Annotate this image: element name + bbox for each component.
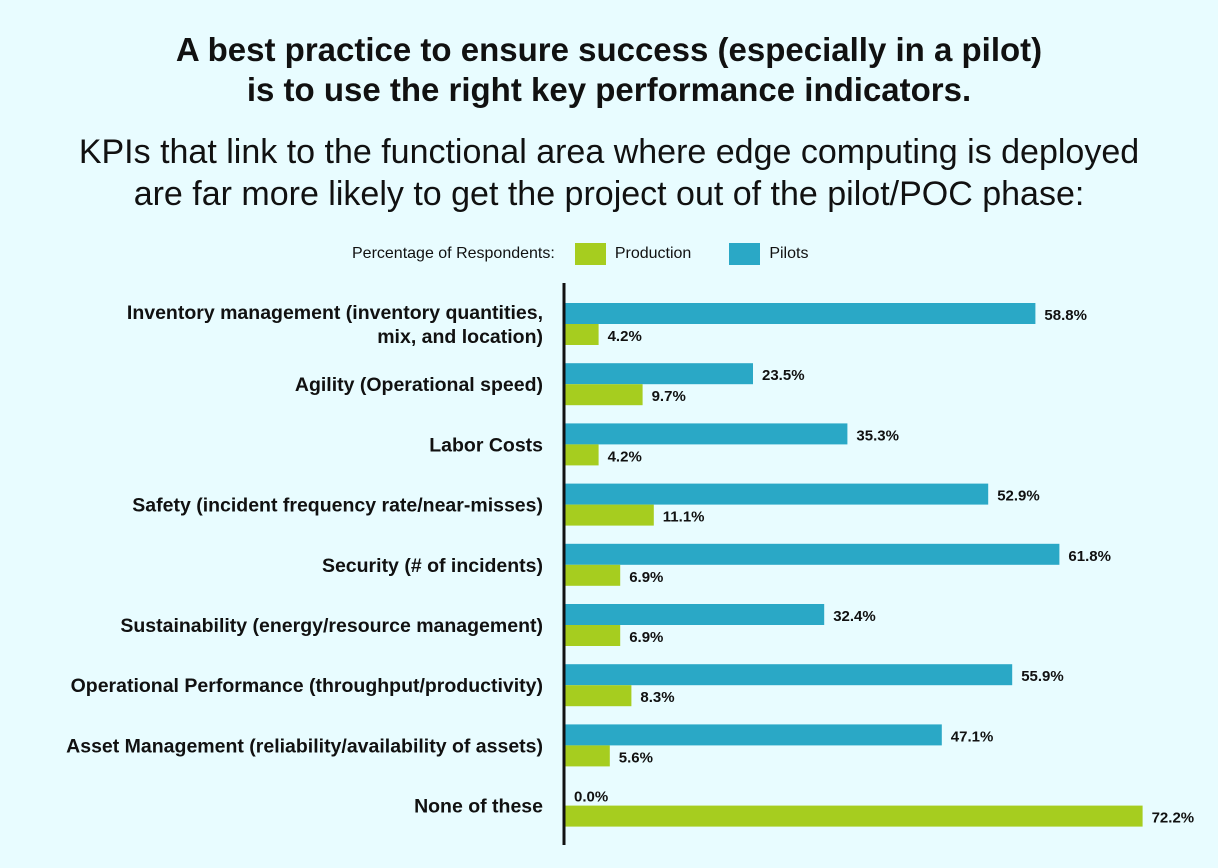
legend-label-production: Production <box>614 245 692 262</box>
subheadline-line-1: KPIs that link to the functional area wh… <box>78 133 1140 171</box>
data-label-production: 5.6% <box>619 749 653 766</box>
data-label-production: 6.9% <box>629 569 663 586</box>
bar-pilots <box>565 604 825 625</box>
data-label-production: 6.9% <box>629 629 663 646</box>
headline-line-1: A best practice to ensure success (espec… <box>175 31 1043 68</box>
bar-production <box>565 504 654 526</box>
category-label: mix, and location) <box>377 326 543 348</box>
legend-item-production: Production <box>574 243 692 265</box>
data-label-pilots: 55.9% <box>1021 668 1064 685</box>
data-label-pilots: 23.5% <box>762 367 805 384</box>
bar-pilots <box>565 423 848 445</box>
headline-line-2: is to use the right key performance indi… <box>246 71 972 108</box>
data-label-production: 8.3% <box>640 689 674 706</box>
data-label-production: 4.2% <box>608 448 642 465</box>
chart-legend: Percentage of Respondents: Production Pi… <box>352 242 846 266</box>
category-label: Sustainability (energy/resource manageme… <box>120 615 543 637</box>
category-label: Labor Costs <box>429 434 543 456</box>
bar-production <box>565 444 599 466</box>
subheadline-line-2: are far more likely to get the project o… <box>133 175 1085 213</box>
category-label: Security (# of incidents) <box>322 555 543 577</box>
bar-pilots <box>565 724 942 746</box>
category-label: Inventory management (inventory quantiti… <box>127 302 543 324</box>
bar-production <box>565 805 1143 827</box>
bar-pilots <box>565 664 1013 686</box>
data-label-pilots: 32.4% <box>833 608 876 625</box>
bar-pilots <box>565 483 989 505</box>
legend-title: Percentage of Respondents: <box>352 245 555 262</box>
category-label: Agility (Operational speed) <box>295 374 543 396</box>
data-label-pilots: 52.9% <box>997 488 1040 505</box>
legend-item-pilots: Pilots <box>729 243 808 265</box>
subheadline: KPIs that link to the functional area wh… <box>0 131 1218 215</box>
category-label: Asset Management (reliability/availabili… <box>66 735 543 757</box>
data-label-pilots: 0.0% <box>574 789 608 806</box>
data-label-production: 11.1% <box>663 509 705 526</box>
category-label: None of these <box>414 796 543 818</box>
data-label-production: 4.2% <box>608 328 642 345</box>
data-label-pilots: 58.8% <box>1044 307 1087 324</box>
legend-swatch-production <box>574 243 606 265</box>
data-label-production: 9.7% <box>652 388 686 405</box>
category-label: Operational Performance (throughput/prod… <box>71 675 543 697</box>
legend-label-pilots: Pilots <box>769 245 809 262</box>
bar-pilots <box>565 363 753 385</box>
data-label-pilots: 61.8% <box>1068 548 1111 565</box>
bar-production <box>565 384 643 406</box>
bar-production <box>565 625 621 646</box>
bar-production <box>565 324 599 345</box>
bar-production <box>565 564 621 586</box>
data-label-pilots: 47.1% <box>951 728 994 745</box>
data-label-production: 72.2% <box>1152 810 1195 827</box>
bar-production <box>565 745 610 767</box>
headline: A best practice to ensure success (espec… <box>0 30 1218 110</box>
data-label-pilots: 35.3% <box>856 427 899 444</box>
bar-production <box>565 685 632 707</box>
bar-pilots <box>565 303 1036 324</box>
category-label: Safety (incident frequency rate/near-mis… <box>132 495 543 517</box>
legend-swatch-pilots <box>729 243 761 265</box>
bar-pilots <box>565 543 1060 565</box>
